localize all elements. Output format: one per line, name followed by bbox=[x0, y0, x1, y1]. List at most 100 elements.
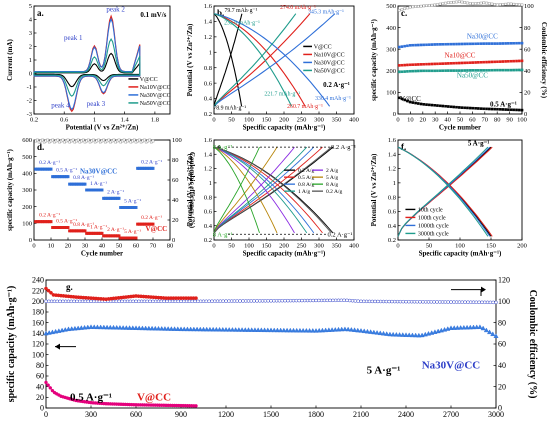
efficiency-point bbox=[143, 138, 146, 142]
x-tick-label: 0 bbox=[212, 243, 215, 250]
capacity-point-Na10@CC bbox=[515, 59, 518, 63]
capacity-point-Na50@CC bbox=[520, 68, 524, 72]
efficiency-point bbox=[427, 4, 431, 7]
capacity-point-Na30V bbox=[217, 326, 223, 332]
capacity-point-V@CC bbox=[515, 108, 518, 112]
capacity-point-Na50@CC bbox=[397, 70, 401, 74]
efficiency-point bbox=[441, 2, 445, 5]
capacity-point-Na30V bbox=[236, 327, 242, 332]
capacity-point-Na30V bbox=[387, 331, 393, 337]
y-tick-label: 60 bbox=[36, 372, 44, 381]
charge-curve bbox=[213, 146, 323, 234]
efficiency-point-Na30V bbox=[407, 299, 411, 304]
efficiency-point bbox=[471, 2, 475, 6]
efficiency-point-Na30V bbox=[353, 299, 358, 303]
x-tick-label: 60 bbox=[469, 117, 476, 124]
current-label: 0.5 A·g⁻¹ bbox=[70, 392, 112, 404]
capacity-point-Na30V bbox=[326, 327, 332, 332]
y2-tick-label: 60 bbox=[524, 46, 531, 53]
capacity-point-Na30V bbox=[397, 332, 403, 337]
capacity-point-Na50@CC bbox=[493, 68, 497, 72]
efficiency-point-V bbox=[194, 296, 198, 300]
y-tick-label: 20 bbox=[36, 393, 44, 402]
capacity-point-Na30V bbox=[262, 327, 268, 333]
efficiency-point-Na30V bbox=[471, 300, 476, 304]
discharge-curve bbox=[213, 146, 278, 234]
scan-rate-label: 0.1 mV/s bbox=[140, 11, 166, 19]
capacity-point-Na30@CC bbox=[512, 41, 516, 45]
capacity-point-Na30V bbox=[229, 327, 235, 332]
efficiency-point-Na30V bbox=[258, 299, 262, 303]
capacity-point-Na30@CC bbox=[487, 42, 491, 45]
capacity-point-Na30V bbox=[94, 324, 100, 330]
rate-capacity-Na30V bbox=[83, 182, 87, 186]
efficiency-point-Na30V bbox=[331, 298, 335, 303]
capacity-point-V@CC bbox=[509, 108, 513, 112]
efficiency-point-Na30V bbox=[404, 299, 408, 304]
efficiency-point-Na30V bbox=[314, 298, 318, 303]
capacity-point-Na50@CC bbox=[479, 69, 483, 72]
capacity-point-Na50@CC bbox=[468, 69, 472, 72]
efficiency-point bbox=[438, 2, 442, 6]
x-tick-label: 200 bbox=[517, 243, 527, 250]
capacity-point-V@CC bbox=[411, 101, 415, 104]
y-tick-label: 1 bbox=[209, 180, 212, 187]
x-tick-label: 200 bbox=[279, 117, 289, 124]
efficiency-point-Na30V bbox=[78, 299, 82, 304]
capacity-point-Na30V bbox=[165, 326, 171, 331]
capacity-point-V@CC bbox=[504, 108, 507, 111]
capacity-point-Na50@CC bbox=[414, 69, 417, 73]
efficiency-point-Na30V bbox=[409, 299, 414, 304]
capacity-point-Na30V bbox=[213, 326, 219, 332]
capacity-point-V@CC bbox=[517, 108, 521, 112]
capacity-point-Na30V bbox=[313, 328, 319, 333]
capacity-point-Na10@CC bbox=[501, 60, 505, 63]
efficiency-point bbox=[46, 138, 49, 142]
efficiency-point bbox=[122, 138, 126, 142]
legend-label: 0.8 A/g bbox=[298, 182, 314, 188]
capacity-point-V@CC bbox=[468, 106, 472, 110]
capacity-point-V@CC bbox=[417, 102, 420, 105]
efficiency-point-Na30V bbox=[246, 299, 251, 303]
capacity-point-Na50@CC bbox=[474, 69, 477, 72]
efficiency-point-Na30V bbox=[235, 299, 239, 303]
x-axis-title: Cycle number bbox=[439, 124, 481, 132]
efficiency-point bbox=[449, 1, 453, 4]
efficiency-point bbox=[515, 3, 518, 6]
capacity-point-V@CC bbox=[425, 103, 428, 106]
capacity-point-Na30V bbox=[65, 326, 72, 332]
capacity-point-Na30V bbox=[85, 324, 91, 330]
capacity-point-Na30@CC bbox=[485, 42, 488, 45]
legend-label: V@CC bbox=[140, 77, 158, 83]
x-tick-label: 2700 bbox=[443, 410, 459, 419]
capacity-point-Na10@CC bbox=[507, 60, 510, 63]
capacity-point-Na30@CC bbox=[414, 43, 417, 47]
capacity-point-V@CC bbox=[422, 103, 426, 106]
capacity-point-V bbox=[46, 383, 50, 387]
efficiency-point bbox=[436, 3, 439, 6]
efficiency-point bbox=[406, 6, 409, 10]
capacity-point-Na30V bbox=[477, 324, 483, 329]
capacity-point-Na30@CC bbox=[496, 42, 499, 45]
panel-g: 0 300 600 900 1200 1500 1800 2100 2400 2700 300002… bbox=[6, 276, 538, 419]
capacity-point-Na30V bbox=[194, 326, 200, 332]
series-label: Na30@CC bbox=[467, 32, 498, 40]
efficiency-point-Na30V bbox=[300, 298, 304, 303]
rate-label: 0.2 A·g⁻¹ bbox=[39, 160, 60, 166]
efficiency-point-Na30V bbox=[435, 300, 439, 304]
capacity-point-Na30V bbox=[123, 325, 129, 330]
efficiency-point-Na30V bbox=[263, 299, 268, 303]
capacity-point-Na30V bbox=[252, 327, 258, 332]
capacity-point-Na30@CC bbox=[438, 43, 442, 46]
legend-label: 100th cycle bbox=[418, 215, 446, 221]
capacity-point-Na30V bbox=[493, 333, 499, 338]
efficiency-point-Na30V bbox=[274, 299, 279, 303]
y-tick-label: 220 bbox=[32, 286, 44, 295]
efficiency-point-Na30V bbox=[468, 300, 473, 304]
capacity-point-Na10@CC bbox=[520, 59, 524, 63]
capacity-point-V bbox=[50, 388, 55, 393]
capacity-point-Na30V bbox=[220, 326, 226, 332]
x-tick-label: 30 bbox=[82, 243, 89, 250]
efficiency-point bbox=[102, 138, 105, 142]
efficiency-point-Na30V bbox=[485, 300, 490, 305]
